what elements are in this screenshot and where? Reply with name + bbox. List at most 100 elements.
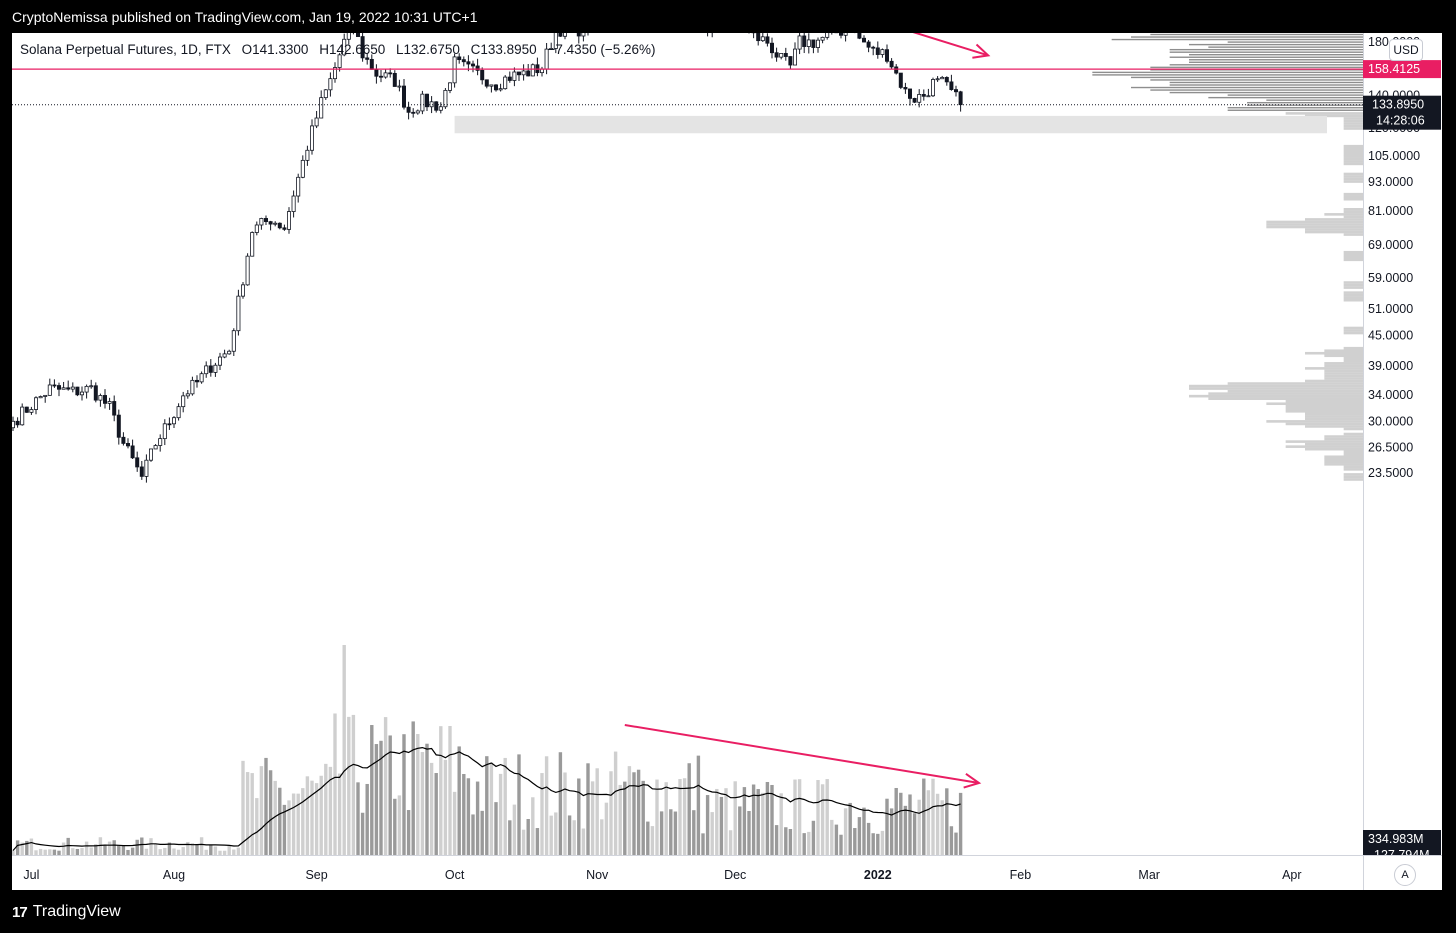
volume-profile-bar xyxy=(1343,157,1363,161)
volume-bar xyxy=(517,754,521,855)
candle xyxy=(185,390,190,399)
volume-bar xyxy=(774,825,779,855)
volume-bar xyxy=(324,763,328,855)
volume-bar xyxy=(434,773,438,855)
candle xyxy=(194,375,199,388)
candle-body xyxy=(378,75,383,78)
volume-bar xyxy=(319,775,323,855)
price-candles xyxy=(12,33,963,483)
volume-bar xyxy=(931,778,935,855)
candle xyxy=(857,33,862,40)
volume-profile-bar xyxy=(1285,440,1363,443)
candle xyxy=(38,395,43,399)
volume-ma-line xyxy=(12,746,961,851)
candle xyxy=(61,381,66,390)
candle-body xyxy=(38,396,43,399)
candle xyxy=(254,221,259,236)
volume-profile-bar xyxy=(1305,447,1363,451)
candle-body xyxy=(912,97,917,103)
volume-profile-bar xyxy=(1324,463,1363,466)
candle-body xyxy=(770,42,775,54)
candle xyxy=(383,68,388,79)
currency-button[interactable]: USD xyxy=(1389,39,1423,61)
candle xyxy=(940,75,945,80)
volume-bar xyxy=(738,806,742,855)
candle-body xyxy=(825,33,830,38)
volume-bar xyxy=(889,808,894,855)
candle-body xyxy=(903,87,908,90)
last-price-value: 133.8950 xyxy=(1372,98,1424,112)
volume-bar xyxy=(480,810,484,855)
volume-profile-bar xyxy=(1343,331,1363,335)
candle-body xyxy=(314,117,319,127)
price-tick-label: 69.0000 xyxy=(1368,238,1413,252)
volume-profile-bar xyxy=(1305,442,1363,446)
volume-bar xyxy=(103,845,107,855)
candle-body xyxy=(12,420,16,429)
volume-bar xyxy=(411,721,415,855)
auto-scale-button[interactable]: A xyxy=(1394,864,1416,886)
candle xyxy=(908,88,913,106)
candle xyxy=(135,451,140,472)
volume-profile-bar xyxy=(1343,468,1363,471)
volume-bar xyxy=(268,770,273,855)
candle-body xyxy=(171,417,176,425)
candle-body xyxy=(70,386,75,390)
candle xyxy=(98,393,103,407)
legend-low: L132.6750 xyxy=(396,42,460,57)
volume-profile-bar xyxy=(1343,356,1363,360)
candle-body xyxy=(756,33,761,42)
candle-body xyxy=(774,52,779,58)
candle-body xyxy=(332,67,337,80)
time-axis: Jul Aug Sep Oct Nov Dec 2022 Feb Mar Apr xyxy=(12,855,1442,890)
volume-bar xyxy=(397,795,402,855)
candle xyxy=(958,90,963,112)
candle xyxy=(760,33,765,43)
candle xyxy=(756,33,761,46)
chart-frame[interactable]: 180.0000140.0000120.0000105.000093.00008… xyxy=(12,33,1442,890)
volume-profile-bar xyxy=(1324,374,1363,378)
volume-bar xyxy=(439,726,443,855)
candle-body xyxy=(397,85,402,88)
candle-body xyxy=(843,33,848,36)
candle xyxy=(793,42,798,66)
candle xyxy=(121,432,126,446)
last-price-tag-bg xyxy=(1363,95,1441,130)
candle-body xyxy=(908,88,913,99)
candle-body xyxy=(880,49,885,55)
candle xyxy=(75,386,80,397)
volume-profile-bar xyxy=(1343,253,1363,257)
volume-bar xyxy=(678,779,682,855)
volume-bar xyxy=(310,780,314,855)
volume-profile-bar xyxy=(1092,74,1363,76)
volume-bar xyxy=(333,713,337,855)
volume-profile-bar xyxy=(1266,420,1363,423)
candle xyxy=(540,66,545,77)
volume-bar xyxy=(899,792,903,855)
volume-bar xyxy=(255,798,259,855)
candle xyxy=(388,68,393,78)
candle xyxy=(563,33,568,40)
candle xyxy=(84,384,89,399)
candle xyxy=(498,83,503,92)
volume-bar xyxy=(627,766,632,855)
volume-bar xyxy=(696,755,701,855)
volume-bar xyxy=(811,820,816,855)
volume-bar xyxy=(816,780,820,855)
candle xyxy=(80,386,85,401)
chart-canvas[interactable]: 180.0000140.0000120.0000105.000093.00008… xyxy=(12,33,1442,890)
volume-profile-bar xyxy=(1227,41,1363,43)
volume-bar xyxy=(549,815,553,855)
candle xyxy=(70,382,75,393)
candle xyxy=(820,36,825,44)
legend-open: O141.3300 xyxy=(241,42,309,57)
volume-bar xyxy=(935,793,940,855)
price-tick-label: 26.5000 xyxy=(1368,441,1413,455)
candle-body xyxy=(24,406,29,413)
volume-bar xyxy=(894,787,898,855)
volume-bar xyxy=(25,840,29,855)
volume-bar xyxy=(531,797,535,855)
legend-symbol: Solana Perpetual Futures, 1D, FTX xyxy=(20,42,231,57)
candle xyxy=(126,438,131,449)
volume-bar xyxy=(485,756,489,855)
